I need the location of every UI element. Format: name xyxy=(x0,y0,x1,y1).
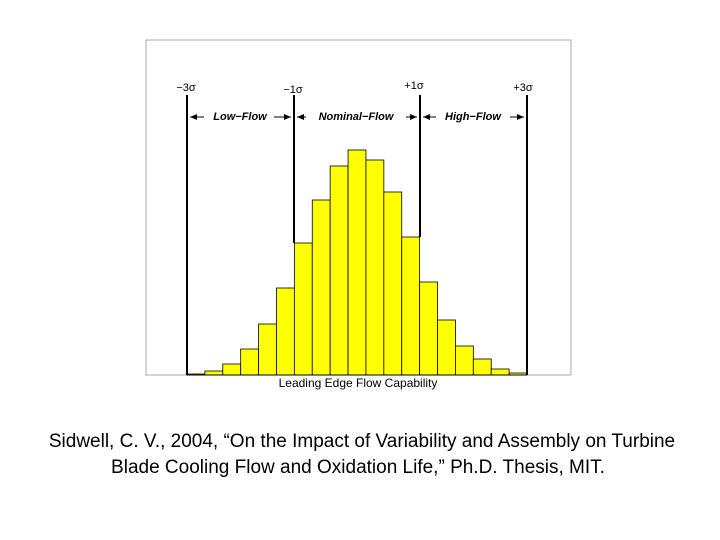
bar xyxy=(490,368,510,376)
sigma-label: −3σ xyxy=(176,82,196,94)
bar xyxy=(455,345,474,376)
bar xyxy=(293,242,313,376)
bar xyxy=(258,323,277,376)
region-label: Low−Flow xyxy=(213,111,268,123)
bar xyxy=(276,287,295,376)
bar xyxy=(222,363,242,376)
caption: Blade Cooling Flow and Oxidation Life,” … xyxy=(111,457,605,478)
bar xyxy=(383,191,403,376)
bar xyxy=(329,165,349,376)
label-bg xyxy=(436,109,510,125)
bar xyxy=(240,348,259,376)
bar xyxy=(365,159,385,376)
sigma-label: +1σ xyxy=(404,80,424,92)
label-bg xyxy=(204,109,274,125)
x-axis-label: Leading Edge Flow Capability xyxy=(279,376,438,390)
region-label: Nominal−Flow xyxy=(319,111,395,123)
bar xyxy=(347,149,367,376)
region-label: High−Flow xyxy=(445,111,502,123)
bar xyxy=(419,281,438,376)
bar xyxy=(311,199,331,376)
bar xyxy=(204,370,224,376)
sigma-label: −1σ xyxy=(283,84,303,96)
bar xyxy=(437,319,456,376)
label-bg xyxy=(306,109,406,125)
sigma-label: +3σ xyxy=(513,82,533,94)
caption: Sidwell, C. V., 2004, “On the Impact of … xyxy=(49,431,675,452)
bar xyxy=(401,236,421,376)
bar xyxy=(472,358,492,376)
